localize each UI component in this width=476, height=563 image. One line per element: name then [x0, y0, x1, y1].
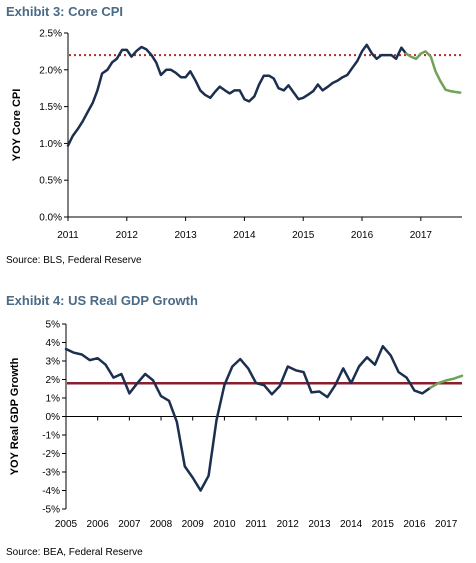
cpi-x-tick-label: 2013 [174, 230, 197, 241]
cpi-x-tick-label: 2016 [351, 230, 374, 241]
gdp-x-tick-label: 2010 [213, 519, 236, 530]
gdp-x-tick-label: 2011 [245, 519, 267, 530]
cpi-source-note: Source: BLS, Federal Reserve [6, 255, 142, 266]
cpi-y-tick-label: 0.0% [39, 213, 62, 224]
cpi-chart-title: Exhibit 3: Core CPI [6, 4, 124, 19]
gdp-x-tick-label: 2017 [435, 519, 458, 530]
gdp-y-tick-label: 1% [46, 394, 61, 405]
cpi-x-tick-label: 2012 [116, 230, 139, 241]
gdp-y-axis-label: YOY Real GDP Growth [9, 357, 21, 475]
cpi-forecast-line [404, 50, 462, 94]
cpi-y-tick-label: 1.0% [39, 139, 62, 150]
gdp-forecast-line [429, 374, 464, 390]
cpi-y-tick-label: 1.5% [39, 102, 62, 113]
gdp-x-tick-label: 2007 [118, 519, 141, 530]
gdp-x-tick-label: 2014 [340, 519, 363, 530]
gdp-y-tick-label: 3% [46, 357, 61, 368]
cpi-x-tick-label: 2015 [292, 230, 315, 241]
gdp-x-tick-label: 2005 [55, 519, 78, 530]
cpi-actual-line [66, 43, 408, 147]
gdp-y-tick-label: -1% [42, 431, 60, 442]
gdp-chart-title: Exhibit 4: US Real GDP Growth [6, 293, 198, 308]
gdp-actual-line [64, 344, 432, 492]
gdp-y-tick-label: -4% [42, 486, 60, 497]
gdp-y-tick-label: -3% [42, 468, 60, 479]
cpi-y-axis-label: YOY Core CPI [11, 89, 23, 162]
cpi-line-chart: 0.0% 0.5% 1.0% 1.5% 2.0% 2.5% 2011 2012 2013 2014… [11, 29, 462, 241]
gdp-x-tick-label: 2012 [277, 519, 300, 530]
gdp-y-tick-label: 4% [46, 338, 61, 349]
gdp-x-tick-label: 2006 [87, 519, 110, 530]
cpi-y-tick-label: 0.5% [39, 176, 62, 187]
cpi-x-tick-label: 2014 [233, 230, 256, 241]
gdp-x-tick-label: 2009 [182, 519, 205, 530]
gdp-y-tick-label: 0% [46, 412, 61, 423]
cpi-y-tick-label: 2.5% [39, 29, 62, 40]
gdp-x-tick-label: 2016 [403, 519, 426, 530]
gdp-y-tick-label: -2% [42, 449, 60, 460]
cpi-y-tick-label: 2.0% [39, 65, 62, 76]
gdp-x-tick-label: 2015 [372, 519, 395, 530]
gdp-source-note: Source: BEA, Federal Reserve [6, 547, 143, 558]
gdp-y-tick-label: 2% [46, 375, 61, 386]
cpi-x-tick-label: 2017 [410, 230, 433, 241]
gdp-y-tick-label: 5% [46, 320, 61, 331]
gdp-y-tick-label: -5% [42, 505, 60, 516]
gdp-x-tick-label: 2013 [308, 519, 331, 530]
gdp-x-tick-label: 2008 [150, 519, 173, 530]
cpi-x-tick-label: 2011 [57, 230, 79, 241]
